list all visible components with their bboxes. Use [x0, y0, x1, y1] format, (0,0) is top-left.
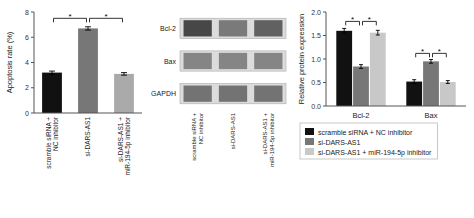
band: [219, 20, 247, 36]
blot-panel: [180, 18, 286, 38]
error-bar: [49, 71, 55, 74]
annotation: *: [351, 15, 354, 24]
x-tick-label-line: miR-194-5p inhibitor: [124, 116, 132, 175]
error-bar: [376, 30, 380, 35]
bar: [336, 31, 352, 106]
x-tick-label-line: scramble siRNA +: [45, 117, 52, 169]
legend-swatch: [305, 128, 314, 135]
bar: [370, 33, 386, 106]
y-tick-label: 2.0: [311, 9, 321, 16]
x-tick-label: Bax: [425, 111, 438, 120]
band: [219, 86, 247, 102]
y-tick-label: 2: [25, 84, 29, 91]
x-axis-line: [34, 113, 142, 114]
x-tick-label: si-DARS-AS1 +miR-194-5p inhibitor: [117, 116, 132, 175]
legend-swatch: [305, 138, 314, 145]
blot-panel: [180, 51, 286, 71]
figure: 02468Apoptosis rate (%)scramble siRNA +N…: [0, 0, 474, 218]
bar: [78, 28, 98, 113]
bar-chart: 0.0 0.5 1.0 1.5 2.0 Relative protein expressi…: [297, 9, 466, 160]
legend-frame: [300, 123, 437, 159]
y-axis: 0.0 0.5 1.0 1.5 2.0 Relative protein expressi…: [297, 9, 326, 110]
x-tick-label-line: Bax: [425, 111, 438, 120]
error-bar: [85, 27, 91, 30]
legend-entry: scramble siRNA + NC inhibitor: [318, 129, 413, 136]
lane-label: si-DARS-AS1: [230, 112, 236, 149]
x-axis-line: [326, 106, 466, 107]
y-axis: 0 2 4 6 8 Apoptosis rate (%): [5, 9, 34, 117]
band: [184, 20, 212, 36]
annotation: *: [421, 47, 424, 56]
row-label: Bcl-2: [160, 25, 176, 32]
y-axis-line: [326, 12, 327, 106]
legend-entry: si-DARS-AS1: [318, 139, 361, 146]
error-bar: [446, 81, 450, 84]
y-axis-line: [34, 12, 35, 113]
bar: [406, 82, 422, 106]
annotation: *: [438, 47, 441, 56]
bar-chart: 0 2 4 6 8 Apoptosis rate (%) scramble siRNA +N…: [5, 9, 142, 176]
error-bar: [412, 80, 416, 84]
error-bar: [429, 59, 433, 63]
band: [219, 53, 247, 69]
band: [254, 86, 282, 102]
y-tick-label: 0.5: [311, 79, 321, 86]
bar: [114, 74, 134, 113]
x-tick-label-line: Bcl-2: [352, 111, 369, 120]
y-tick-label: 8: [25, 9, 29, 16]
legend: scramble siRNA + NC inhibitor si-DARS-AS1…: [300, 123, 437, 159]
y-tick-label: 1.5: [311, 32, 321, 39]
lane-label: si-DARS-AS1 +miR-194-5p inhibitor: [262, 113, 275, 168]
lane-label-line: NC inhibitor: [198, 113, 204, 144]
y-axis-label: Apoptosis rate (%): [5, 31, 14, 93]
y-tick-label: 0.0: [311, 103, 321, 110]
y-tick-label: 6: [25, 34, 29, 41]
row-label: Bax: [164, 58, 177, 65]
y-tick-label: 1.0: [311, 56, 321, 63]
band: [254, 20, 282, 36]
blot: Bcl-2 Bax GAPDH scramble siRNA +NC inhibito…: [151, 18, 286, 167]
bar: [440, 82, 456, 106]
x-tick-label: Bcl-2: [352, 111, 369, 120]
legend-entry: si-DARS-AS1 + miR-194-5p inhibitor: [318, 149, 432, 157]
y-tick-label: 4: [25, 59, 29, 66]
lane-label-line: scramble siRNA +: [191, 113, 197, 161]
x-tick-label-line: NC inhibitor: [52, 116, 59, 151]
error-bar: [342, 28, 346, 33]
bar: [353, 67, 369, 106]
error-bar: [359, 65, 363, 69]
lane-label-line: si-DARS-AS1: [230, 112, 236, 149]
legend-swatch: [305, 148, 314, 155]
annotation: *: [368, 15, 371, 24]
lane-label-line: miR-194-5p inhibitor: [269, 113, 275, 167]
x-tick-label: si-DARS-AS1: [84, 117, 91, 157]
row-label: GAPDH: [151, 90, 176, 97]
band: [184, 53, 212, 69]
y-tick-label: 0: [25, 110, 29, 117]
x-tick-label-line: si-DARS-AS1: [84, 117, 91, 157]
lane-label-line: si-DARS-AS1 +: [262, 113, 268, 155]
plot-area: [336, 28, 455, 106]
band: [254, 53, 282, 69]
plot-area: [42, 27, 134, 113]
bar: [42, 73, 62, 113]
y-axis-label: Relative protein expression: [297, 14, 306, 104]
band: [184, 86, 212, 102]
error-bar: [121, 73, 127, 76]
annotation: *: [68, 12, 71, 21]
blot-panel: [180, 84, 286, 104]
lane-label: scramble siRNA +NC inhibitor: [191, 113, 204, 161]
annotation: *: [104, 12, 107, 21]
bar: [423, 61, 439, 106]
x-tick-label-line: si-DARS-AS1 +: [117, 117, 124, 162]
x-tick-label: scramble siRNA +NC inhibitor: [45, 116, 59, 169]
